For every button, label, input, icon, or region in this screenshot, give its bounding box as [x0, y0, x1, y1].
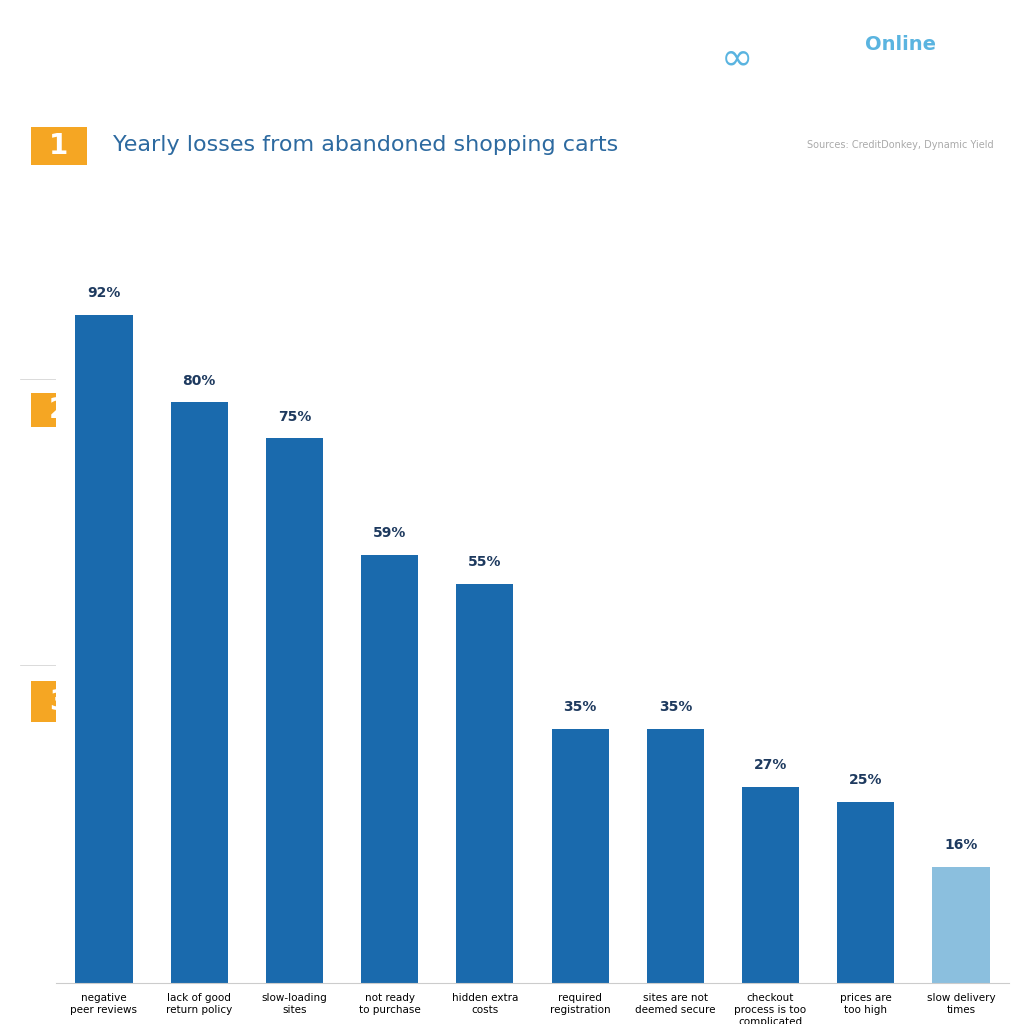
- Text: $18: $18: [829, 189, 940, 242]
- Text: Sources: CreditDonkey, Dynamic Yield: Sources: CreditDonkey, Dynamic Yield: [807, 140, 993, 150]
- Text: Sources: EYStudios, Baymard, Econsultancy: Sources: EYStudios, Baymard, Econsultanc…: [779, 696, 993, 707]
- Text: Key Shopping Cart Abandonment Statistics: Key Shopping Cart Abandonment Statistics: [82, 26, 621, 49]
- Text: Lost by ecommerce brands.: Lost by ecommerce brands.: [737, 330, 932, 342]
- Text: 16%: 16%: [944, 839, 978, 852]
- Text: 3: 3: [7, 12, 75, 104]
- Text: 75.6%: 75.6%: [770, 545, 813, 558]
- Bar: [457, 584, 513, 983]
- Text: 25%: 25%: [849, 773, 883, 787]
- Text: 75.6%: 75.6%: [770, 502, 813, 515]
- Text: Online: Online: [865, 35, 936, 54]
- Text: REVIEWS FOR BUSINESS: REVIEWS FOR BUSINESS: [783, 75, 903, 84]
- Bar: [287, 627, 694, 650]
- Text: 75%: 75%: [278, 410, 311, 424]
- Text: ∞: ∞: [721, 39, 754, 78]
- FancyBboxPatch shape: [31, 127, 87, 165]
- Bar: [287, 410, 802, 433]
- Text: Cart abandonment rate by industry:: Cart abandonment rate by industry:: [102, 443, 356, 457]
- Text: ✈  travel industry: ✈ travel industry: [169, 415, 279, 428]
- Bar: [287, 584, 725, 607]
- Text: 🛒  retail industry: 🛒 retail industry: [169, 502, 271, 515]
- Bar: [742, 787, 799, 983]
- Text: Source: SaleCycle: Source: SaleCycle: [906, 404, 993, 415]
- Text: The travel industry gets the most abandoned carts: The travel industry gets the most abando…: [113, 399, 681, 420]
- Text: 35%: 35%: [658, 700, 692, 715]
- Text: 55%: 55%: [468, 555, 502, 569]
- Text: 80.4%: 80.4%: [801, 458, 844, 471]
- Text: 64.2%: 64.2%: [697, 632, 740, 645]
- Text: BILLION: BILLION: [829, 265, 885, 279]
- Bar: [933, 867, 989, 983]
- FancyBboxPatch shape: [31, 392, 87, 427]
- Text: 🛒: 🛒: [122, 205, 144, 243]
- Bar: [552, 729, 608, 983]
- Bar: [266, 438, 323, 983]
- Text: Why do shoppers abandon their carts?: Why do shoppers abandon their carts?: [113, 692, 544, 712]
- Text: 81.1%: 81.1%: [805, 415, 848, 428]
- Text: 💲: 💲: [460, 205, 482, 243]
- Text: 🎮  gaming industry: 🎮 gaming industry: [169, 632, 287, 645]
- Text: 3: 3: [49, 688, 69, 716]
- Text: 27%: 27%: [754, 759, 787, 772]
- Text: 2: 2: [49, 396, 69, 424]
- Text: 69.1%: 69.1%: [729, 589, 772, 602]
- Bar: [76, 315, 132, 983]
- Text: 🛍: 🛍: [726, 205, 749, 243]
- Text: 59%: 59%: [373, 526, 407, 540]
- Text: Finances: Finances: [778, 35, 876, 54]
- Text: BILLION: BILLION: [563, 265, 618, 279]
- Text: You Should Know: You Should Know: [82, 72, 295, 96]
- Text: 💳  finance industry: 💳 finance industry: [169, 458, 286, 471]
- Text: Yearly losses from abandoned shopping carts: Yearly losses from abandoned shopping ca…: [113, 135, 617, 155]
- FancyBboxPatch shape: [31, 681, 87, 722]
- Text: 35%: 35%: [563, 700, 597, 715]
- Text: 👗  fashion industry: 👗 fashion industry: [169, 589, 286, 602]
- Bar: [287, 540, 767, 563]
- Bar: [361, 555, 418, 983]
- Text: $260: $260: [563, 189, 710, 242]
- Text: Of the $4 trillion losses is recoverable.: Of the $4 trillion losses is recoverable…: [471, 330, 742, 342]
- Bar: [287, 453, 797, 476]
- Text: 92%: 92%: [87, 287, 121, 300]
- Text: 80%: 80%: [182, 374, 216, 388]
- Text: 1: 1: [49, 132, 69, 160]
- Bar: [838, 802, 894, 983]
- Text: 🤝  non-profit organization: 🤝 non-profit organization: [169, 545, 328, 558]
- Text: TRILLION: TRILLION: [225, 265, 290, 279]
- Bar: [647, 729, 703, 983]
- Bar: [287, 497, 767, 520]
- Bar: [171, 402, 227, 983]
- Text: $4.6: $4.6: [225, 189, 355, 242]
- Text: Lost by all online retailers worldwide.: Lost by all online retailers worldwide.: [133, 330, 397, 342]
